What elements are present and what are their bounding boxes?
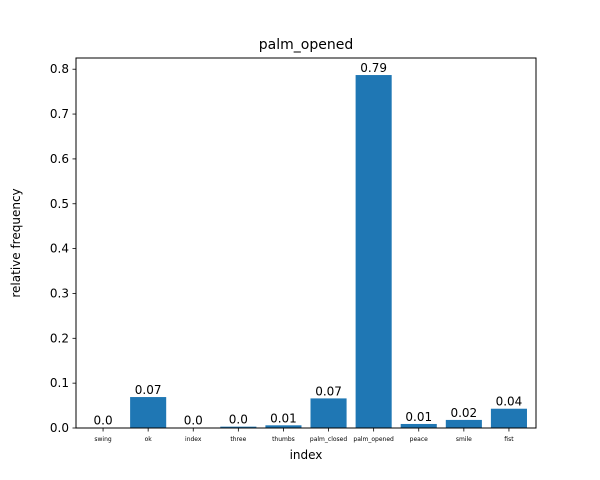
y-tick-label: 0.6 xyxy=(50,152,69,166)
bar-palm_opened xyxy=(355,75,392,429)
data-label: 0.0 xyxy=(229,413,248,427)
data-label: 0.02 xyxy=(450,406,477,420)
x-tick-label: palm_closed xyxy=(310,436,347,443)
x-tick-label: index xyxy=(185,436,202,443)
y-tick-label: 0.5 xyxy=(50,197,69,211)
bar-smile xyxy=(445,419,482,428)
y-tick-label: 0.7 xyxy=(50,107,69,121)
plot-frame xyxy=(75,57,537,429)
bar-ok xyxy=(130,397,167,428)
data-label: 0.0 xyxy=(184,414,203,428)
bar-fist xyxy=(490,408,527,428)
data-label: 0.07 xyxy=(135,383,162,397)
y-tick-label: 0.8 xyxy=(50,62,69,76)
x-axis-ticks: swing ok index three thumbs palm_closed palm_o… xyxy=(94,428,514,443)
bar-peace xyxy=(400,423,437,428)
data-label: 0.01 xyxy=(405,410,432,424)
x-tick-label: peace xyxy=(410,436,428,443)
data-label: 0.0 xyxy=(94,414,113,428)
x-tick-label: smile xyxy=(456,436,472,443)
data-label: 0.04 xyxy=(496,395,523,409)
data-label: 0.79 xyxy=(360,61,387,75)
x-tick-label: three xyxy=(230,436,246,443)
data-labels: 0.0 0.07 0.0 0.0 0.01 0.07 0.79 0.01 0.02 0.04 xyxy=(94,61,523,428)
y-tick-label: 0.4 xyxy=(50,242,69,256)
bars-group xyxy=(85,75,527,429)
y-tick-label: 0.2 xyxy=(50,331,69,345)
data-label: 0.01 xyxy=(270,411,297,425)
y-tick-label: 0.1 xyxy=(50,376,69,390)
y-axis-label: relative frequency xyxy=(9,188,23,297)
data-label: 0.07 xyxy=(315,384,342,398)
y-axis-ticks: 0.0 0.1 0.2 0.3 0.4 0.5 0.6 0.7 0.8 xyxy=(50,62,76,435)
chart-title: palm_opened xyxy=(259,37,353,53)
x-tick-label: swing xyxy=(94,436,112,443)
y-tick-label: 0.0 xyxy=(50,421,69,435)
x-axis-label: index xyxy=(290,448,323,462)
x-tick-label: palm_opened xyxy=(353,436,394,443)
x-tick-label: ok xyxy=(145,436,153,443)
bar-three xyxy=(220,426,257,428)
bar-thumbs xyxy=(265,425,302,428)
x-tick-label: thumbs xyxy=(272,436,295,443)
y-tick-label: 0.3 xyxy=(50,286,69,300)
bar-palm_closed xyxy=(310,398,347,428)
x-tick-label: fist xyxy=(504,436,514,443)
